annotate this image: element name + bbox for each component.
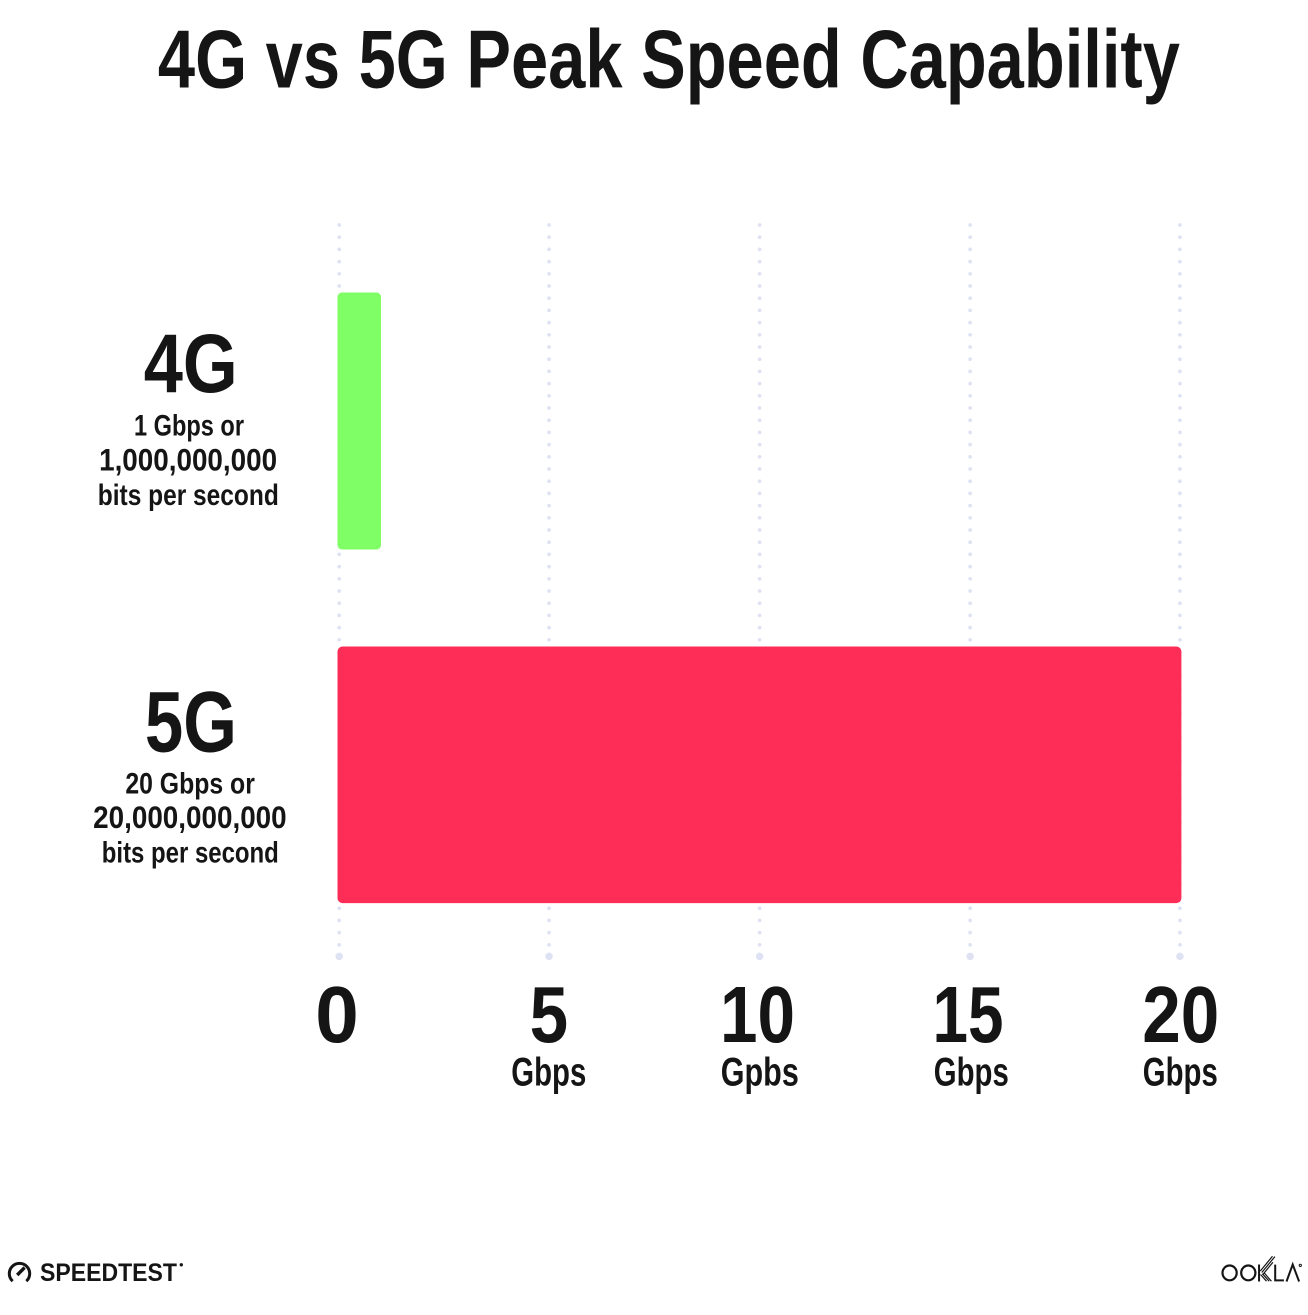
svg-text:SPEEDTEST: SPEEDTEST	[40, 1259, 177, 1287]
svg-text:Gbps: Gbps	[511, 1051, 586, 1095]
svg-text:1,000,000,000: 1,000,000,000	[99, 442, 277, 478]
svg-text:Gbps: Gbps	[1143, 1051, 1218, 1095]
svg-text:20 Gbps or: 20 Gbps or	[125, 768, 255, 801]
svg-text:0: 0	[315, 970, 359, 1059]
svg-text:bits per second: bits per second	[102, 837, 279, 870]
svg-text:Gpbs: Gpbs	[721, 1051, 799, 1095]
svg-text:20: 20	[1142, 970, 1219, 1059]
svg-text:4G vs 5G Peak Speed Capability: 4G vs 5G Peak Speed Capability	[158, 14, 1180, 106]
svg-text:5G: 5G	[145, 675, 237, 771]
svg-text:1 Gbps or: 1 Gbps or	[134, 409, 244, 442]
svg-text:4G: 4G	[144, 316, 238, 410]
svg-text:20,000,000,000: 20,000,000,000	[93, 799, 287, 835]
svg-text:5: 5	[530, 970, 569, 1059]
svg-text:bits per second: bits per second	[98, 479, 279, 512]
svg-text:Gbps: Gbps	[934, 1051, 1009, 1095]
svg-text:10: 10	[720, 970, 795, 1059]
svg-text:15: 15	[933, 970, 1004, 1059]
